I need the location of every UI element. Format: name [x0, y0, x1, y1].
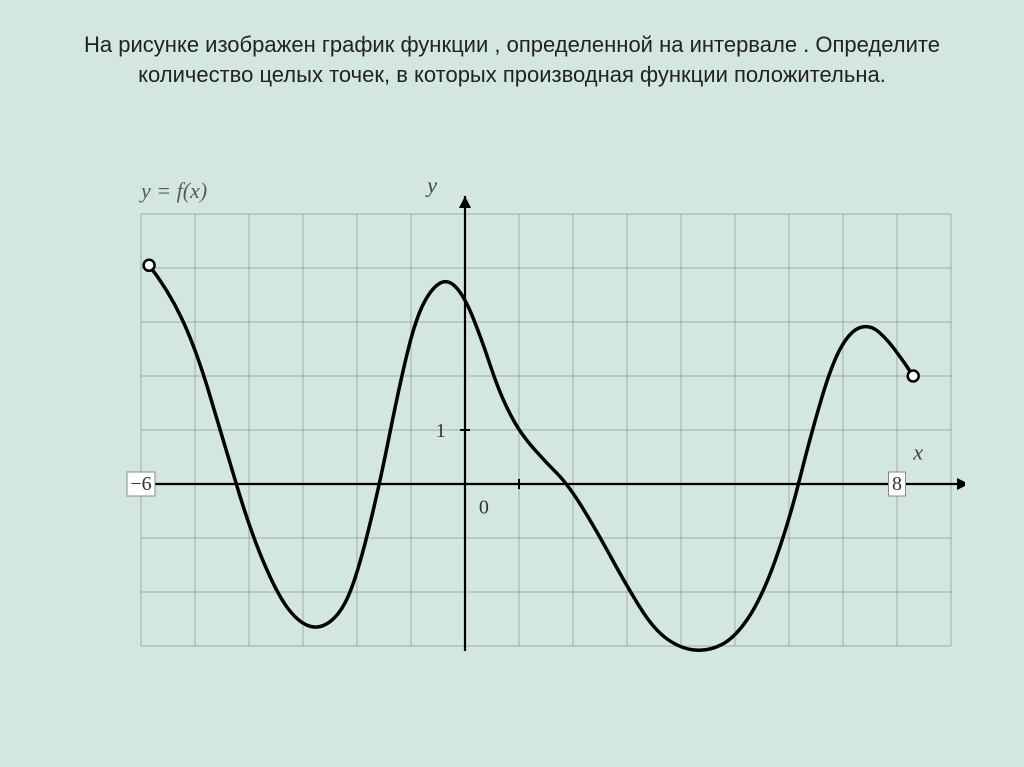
- y-axis-arrow: [459, 196, 471, 208]
- function-chart: −6 8 1 0 y x y = f(x): [60, 119, 965, 679]
- label-1: 1: [435, 420, 445, 442]
- label-0: 0: [478, 497, 488, 519]
- problem-title: На рисунке изображен график функции , оп…: [0, 0, 1024, 99]
- x-axis-label: x: [912, 440, 923, 465]
- label-neg6: −6: [130, 473, 151, 495]
- x-axis-arrow: [957, 478, 965, 490]
- y-axis-label: y: [425, 173, 437, 198]
- label-8: 8: [892, 473, 902, 495]
- chart-svg: −6 8 1 0 y x y = f(x): [60, 119, 965, 679]
- function-curve: [149, 266, 913, 651]
- open-endpoint: [907, 371, 918, 382]
- function-label: y = f(x): [139, 178, 207, 203]
- open-endpoint: [143, 260, 154, 271]
